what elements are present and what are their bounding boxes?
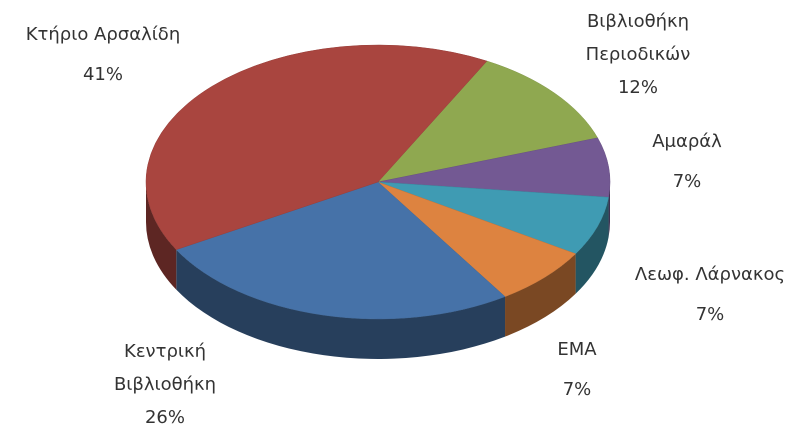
data-label: Κτήριο Αρσαλίδη 41% [26, 24, 180, 85]
slice [145, 44, 488, 250]
category-label-line: Βιβλιοθήκη [587, 11, 689, 32]
data-label: ΕΜΑ 7% [557, 339, 597, 400]
category-label: Αμαράλ [652, 131, 722, 152]
category-label: Κεντρική Βιβλιοθήκη [114, 341, 216, 395]
data-label: Λεωφ. Λάρνακος 7% [635, 264, 785, 325]
slice-side [146, 182, 177, 290]
value-label: 7% [696, 304, 725, 325]
value-label: 7% [563, 379, 592, 400]
category-label-line: Βιβλιοθήκη [114, 374, 216, 395]
category-label: ΕΜΑ [557, 339, 597, 360]
category-label: Λεωφ. Λάρνακος [635, 264, 785, 285]
value-label: 26% [145, 407, 185, 428]
slice [377, 181, 609, 255]
category-label-line: Κεντρική [124, 341, 206, 362]
slice-side [176, 249, 506, 359]
slice [175, 181, 506, 320]
data-label: Αμαράλ 7% [652, 131, 722, 192]
slice [377, 137, 611, 198]
value-label: 41% [83, 64, 123, 85]
category-label: Κτήριο Αρσαλίδη [26, 24, 180, 45]
data-label: Κεντρική Βιβλιοθήκη 26% [114, 341, 216, 428]
category-label: Βιβλιοθήκη Περιοδικών [586, 11, 691, 65]
slice [377, 181, 577, 297]
value-label: 7% [673, 171, 702, 192]
slice [377, 60, 599, 183]
data-label: Βιβλιοθήκη Περιοδικών 12% [586, 11, 691, 98]
category-label-line: Περιοδικών [586, 44, 691, 65]
value-label: 12% [618, 77, 658, 98]
slice-side [505, 253, 576, 337]
